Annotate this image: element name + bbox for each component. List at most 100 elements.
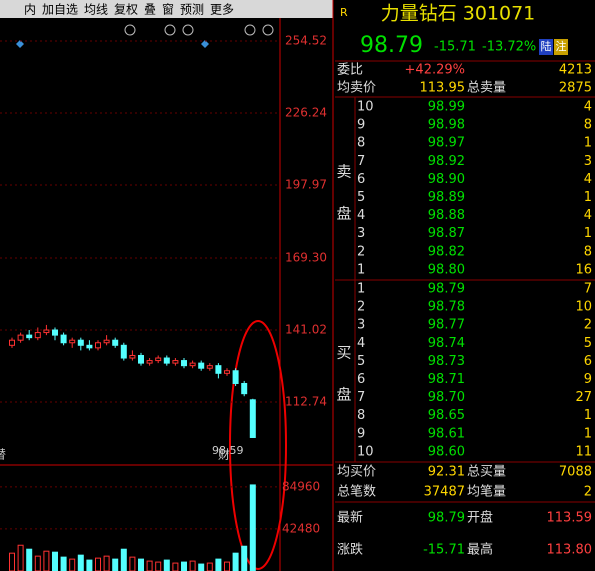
book-cell: 98.78 <box>428 300 465 315</box>
candle-body <box>129 354 136 359</box>
book-cell: 98.89 <box>428 190 465 205</box>
toolbar-button[interactable]: 叠 <box>144 3 156 17</box>
candle-body <box>86 344 93 349</box>
volume-bar <box>249 484 256 571</box>
side-label: 盘 <box>336 205 351 223</box>
book-cell: 5 <box>357 354 365 369</box>
book-cell: 7 <box>357 154 365 169</box>
book-cell: 98.74 <box>428 336 465 351</box>
event-label: 替 <box>0 448 6 462</box>
volume-bar <box>189 560 196 571</box>
candle-body <box>232 370 239 384</box>
volume-bar <box>120 548 127 571</box>
event-label: 财 <box>218 448 230 462</box>
book-lines <box>335 60 595 503</box>
book-cell: 37487 <box>424 485 465 500</box>
candle-body <box>206 365 213 369</box>
toolbar-button[interactable]: 加自选 <box>42 3 78 17</box>
candle-body <box>172 360 179 364</box>
y-tick-label: 226.24 <box>285 106 327 120</box>
book-cell: 2875 <box>559 81 592 96</box>
stock-name: 力量钻石 301071 <box>381 3 536 25</box>
candle-body <box>52 329 58 336</box>
volume-tick-label: 42480 <box>282 521 320 535</box>
toolbar-button[interactable]: 预测 <box>180 3 204 17</box>
book-cell: 98.73 <box>428 354 465 369</box>
book-cell: 5 <box>357 190 365 205</box>
volume-bar <box>60 556 67 571</box>
candle-body <box>224 370 230 374</box>
tag-bg <box>539 39 553 55</box>
book-cell: 4 <box>357 208 365 223</box>
book-cell: 均买价 <box>337 465 376 480</box>
book-cell: 98.88 <box>428 208 465 223</box>
book-cell: 7 <box>584 282 592 297</box>
candle-body <box>189 362 196 367</box>
book-cell: 委比 <box>337 63 363 78</box>
candle-body <box>9 339 15 346</box>
toolbar-button[interactable]: 内 <box>24 3 36 17</box>
book-cell: 4 <box>584 208 592 223</box>
book-cell: 涨跌 <box>337 542 363 558</box>
volume-bar <box>232 552 239 571</box>
volume-bar <box>163 559 170 571</box>
volume-bar <box>198 563 205 571</box>
book-cell: 1 <box>357 282 365 297</box>
book-cell: 总卖量 <box>467 81 506 96</box>
volume-bar <box>138 558 144 571</box>
book-cell: 2 <box>584 318 592 333</box>
book-cell: 10 <box>357 444 374 459</box>
book-cell: 98.92 <box>428 154 465 169</box>
candle-body <box>60 334 67 344</box>
toolbar-button[interactable]: 更多 <box>210 3 234 17</box>
book-cell: 16 <box>575 262 592 277</box>
book-cell: 均笔量 <box>467 484 506 500</box>
candle-body <box>215 365 222 374</box>
book-cell: 3 <box>357 318 365 333</box>
book-cell: 8 <box>357 408 365 423</box>
book-cell: 最新 <box>337 510 363 526</box>
candle-body <box>198 362 205 369</box>
book-cell: 98.60 <box>428 444 465 459</box>
book-cell: 98.90 <box>428 172 465 187</box>
candle-body <box>138 354 144 364</box>
book-cell: 98.97 <box>428 136 465 151</box>
volume-bar <box>181 561 187 571</box>
chart-tools[interactable] <box>124 24 274 36</box>
candle-body <box>241 382 248 395</box>
book-cell: 最高 <box>467 542 493 558</box>
volume-bar <box>69 558 76 571</box>
book-cell: 2 <box>584 485 592 500</box>
book-cell: 98.61 <box>428 426 465 441</box>
book-cell: 5 <box>584 336 592 351</box>
volume-tick-label: 84960 <box>282 479 320 493</box>
toolbar-button[interactable]: 均线 <box>84 3 108 17</box>
volume-bar <box>241 545 248 571</box>
tag: 陆 <box>541 39 552 53</box>
price: 98.79 <box>360 33 423 58</box>
side-label: 卖 <box>336 163 351 181</box>
book-cell: 8 <box>584 118 592 133</box>
toolbar-bg <box>0 0 333 18</box>
volume-bar <box>77 554 84 571</box>
toolbar-button[interactable]: 窗 <box>162 3 174 17</box>
book-cell: 1 <box>584 408 592 423</box>
book-cell: 总笔数 <box>337 484 376 500</box>
book-cell: 10 <box>575 300 592 315</box>
book-cell: 27 <box>575 390 592 405</box>
volume-bar <box>172 562 179 571</box>
volume-bar <box>17 544 24 571</box>
candle-body <box>112 339 119 346</box>
book-cell: 2 <box>357 300 365 315</box>
badge: R <box>340 6 348 19</box>
volume-bar <box>146 560 153 571</box>
book-cell: 98.71 <box>428 372 465 387</box>
book-cell: 3 <box>584 154 592 169</box>
candle-body <box>103 339 110 344</box>
toolbar-button[interactable]: 复权 <box>114 3 138 17</box>
book-cell: 98.77 <box>428 318 465 333</box>
candle-body <box>43 329 50 334</box>
book-cell: 6 <box>584 354 592 369</box>
